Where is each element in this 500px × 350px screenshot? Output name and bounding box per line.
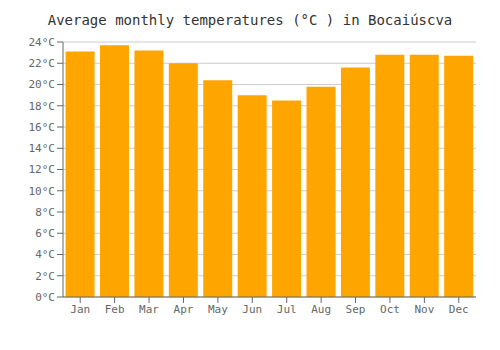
svg-text:20°C: 20°C bbox=[29, 78, 56, 91]
svg-text:6°C: 6°C bbox=[35, 227, 55, 240]
svg-text:16°C: 16°C bbox=[29, 121, 56, 134]
svg-text:8°C: 8°C bbox=[35, 206, 55, 219]
svg-text:14°C: 14°C bbox=[29, 142, 56, 155]
svg-text:0°C: 0°C bbox=[35, 291, 55, 304]
svg-text:Nov: Nov bbox=[414, 303, 434, 316]
svg-text:Aug: Aug bbox=[311, 303, 331, 316]
svg-text:Jan: Jan bbox=[70, 303, 90, 316]
svg-text:10°C: 10°C bbox=[29, 185, 56, 198]
svg-text:22°C: 22°C bbox=[29, 57, 56, 70]
svg-text:Feb: Feb bbox=[105, 303, 125, 316]
svg-text:18°C: 18°C bbox=[29, 100, 56, 113]
svg-text:May: May bbox=[208, 303, 228, 316]
svg-text:Mar: Mar bbox=[139, 303, 159, 316]
svg-text:Apr: Apr bbox=[174, 303, 194, 316]
svg-text:24°C: 24°C bbox=[29, 36, 56, 49]
svg-text:Oct: Oct bbox=[380, 303, 400, 316]
svg-text:Jun: Jun bbox=[242, 303, 262, 316]
svg-text:4°C: 4°C bbox=[35, 248, 55, 261]
svg-text:Jul: Jul bbox=[277, 303, 297, 316]
svg-text:Dec: Dec bbox=[449, 303, 469, 316]
html-text:Average monthly temperatures (: Average monthly temperatures (°C ) in Bo… bbox=[47, 12, 453, 28]
svg-text:2°C: 2°C bbox=[35, 270, 55, 283]
svg-text:12°C: 12°C bbox=[29, 163, 56, 176]
svg-text:Sep: Sep bbox=[346, 303, 366, 316]
